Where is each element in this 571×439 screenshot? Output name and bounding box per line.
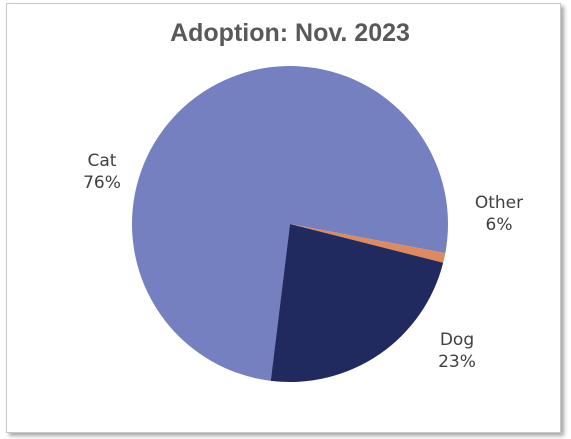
data-label-cat: Cat 76% <box>83 151 121 193</box>
pie-slices <box>132 66 449 382</box>
pie-labels: Cat 76% Other 6% Dog 23% <box>83 151 523 372</box>
pie-slice-dog <box>270 224 444 382</box>
pie-slice-other <box>290 224 446 263</box>
pie-slice-cat <box>132 66 449 381</box>
data-label-other: Other 6% <box>475 193 523 235</box>
data-label-dog: Dog 23% <box>438 330 476 372</box>
chart-title: Adoption: Nov. 2023 <box>170 19 410 47</box>
